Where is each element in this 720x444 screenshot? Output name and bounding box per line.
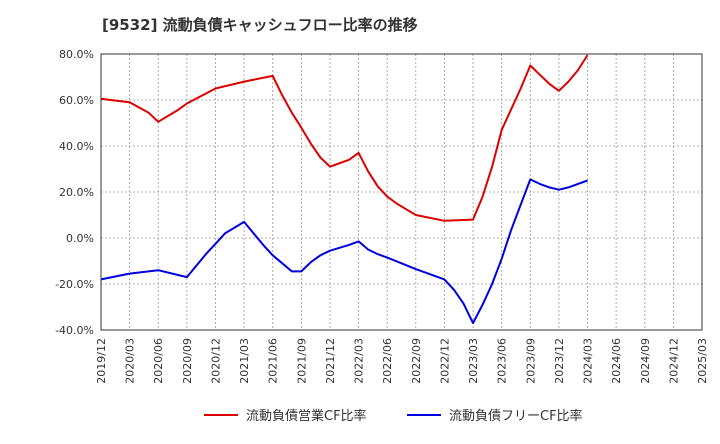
y-tick-label: 60.0% [59, 94, 94, 107]
x-tick-label: 2023/06 [496, 338, 509, 384]
x-tick-label: 2025/03 [696, 338, 709, 384]
x-tick-label: 2021/09 [295, 338, 308, 384]
legend-label-1: 流動負債営業CF比率 [246, 408, 367, 424]
x-tick-label: 2020/06 [152, 338, 165, 384]
x-axis: 2019/12 2020/03 2020/06 2020/09 2020/12 2021/… [95, 338, 709, 384]
x-tick-label: 2022/06 [381, 338, 394, 384]
plot-frame [100, 53, 703, 331]
x-tick-label: 2020/12 [209, 338, 222, 384]
x-tick-label: 2020/09 [181, 338, 194, 384]
legend: 流動負債営業CF比率 流動負債フリーCF比率 [204, 408, 583, 424]
y-tick-label: 40.0% [59, 140, 94, 153]
series-line-1 [100, 54, 589, 222]
x-tick-label: 2024/09 [639, 338, 652, 384]
x-tick-label: 2023/09 [524, 338, 537, 384]
x-tick-label: 2024/12 [667, 338, 680, 384]
x-tick-label: 2023/12 [553, 338, 566, 384]
chart-title: [9532] 流動負債キャッシュフロー比率の推移 [102, 16, 418, 34]
x-tick-label: 2021/03 [238, 338, 251, 384]
x-tick-label: 2024/06 [610, 338, 623, 384]
x-tick-label: 2021/12 [324, 338, 337, 384]
x-tick-label: 2020/03 [124, 338, 137, 384]
y-tick-label: 20.0% [59, 186, 94, 199]
legend-label-2: 流動負債フリーCF比率 [449, 408, 583, 424]
plot-border [100, 53, 703, 331]
y-tick-label: 0.0% [66, 232, 94, 245]
x-tick-label: 2019/12 [95, 338, 108, 384]
x-tick-label: 2024/03 [582, 338, 595, 384]
x-tick-label: 2022/09 [410, 338, 423, 384]
y-tick-label: 80.0% [59, 48, 94, 61]
grid-lines [100, 53, 703, 331]
y-tick-label: -20.0% [55, 278, 94, 291]
y-axis: -40.0% -20.0% 0.0% 20.0% 40.0% 60.0% 80.0% [55, 48, 94, 337]
x-tick-label: 2021/06 [267, 338, 280, 384]
x-tick-label: 2023/03 [467, 338, 480, 384]
x-tick-label: 2022/03 [353, 338, 366, 384]
x-tick-label: 2022/12 [438, 338, 451, 384]
y-tick-label: -40.0% [55, 324, 94, 337]
series-lines [100, 54, 589, 325]
series-line-2 [100, 178, 588, 325]
